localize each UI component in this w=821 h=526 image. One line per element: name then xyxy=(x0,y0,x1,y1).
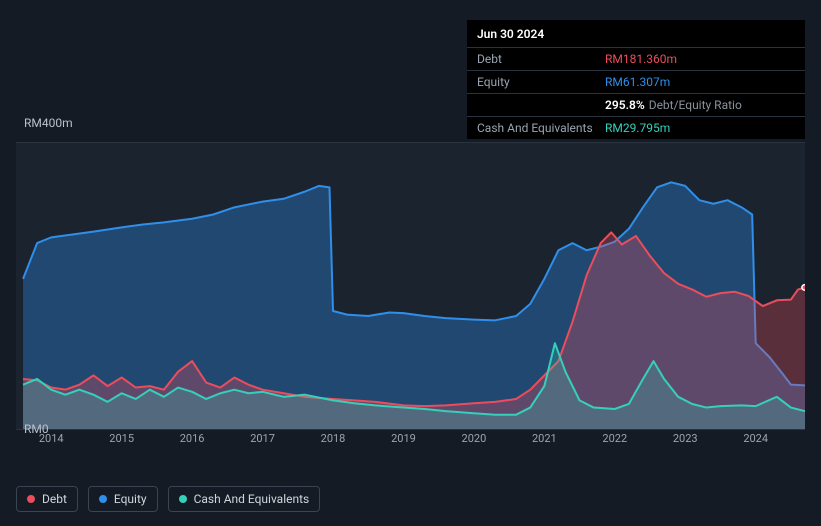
x-axis-tick: 2016 xyxy=(180,432,205,445)
legend-label: Debt xyxy=(42,492,67,506)
chart-container: RM400m RM0 20142015201620172018201920202… xyxy=(16,120,805,470)
legend-dot-icon xyxy=(27,495,35,503)
plot-area[interactable] xyxy=(16,142,805,430)
chart-svg xyxy=(16,143,805,429)
legend-dot-icon xyxy=(179,495,187,503)
chart-tooltip: Jun 30 2024 Debt RM181.360m Equity RM61.… xyxy=(467,20,805,139)
tooltip-value-debt: RM181.360m xyxy=(605,52,795,66)
x-axis-tick: 2019 xyxy=(391,432,416,445)
tooltip-label: Cash And Equivalents xyxy=(477,121,605,135)
x-axis-tick: 2022 xyxy=(602,432,627,445)
y-axis-max-label: RM400m xyxy=(24,116,73,130)
ratio-percent: 295.8% xyxy=(605,98,645,112)
legend-label: Cash And Equivalents xyxy=(194,492,310,506)
tooltip-label: Equity xyxy=(477,75,605,89)
legend-label: Equity xyxy=(114,492,147,506)
x-axis-tick: 2014 xyxy=(39,432,64,445)
x-axis-tick: 2024 xyxy=(743,432,768,445)
tooltip-date: Jun 30 2024 xyxy=(467,20,805,48)
x-axis-tick: 2015 xyxy=(109,432,134,445)
tooltip-row-ratio: 295.8% Debt/Equity Ratio xyxy=(467,94,805,117)
legend-item-cash[interactable]: Cash And Equivalents xyxy=(168,486,321,512)
tooltip-label xyxy=(477,98,605,112)
x-axis-tick: 2021 xyxy=(532,432,557,445)
x-axis-tick: 2018 xyxy=(321,432,346,445)
chart-legend: Debt Equity Cash And Equivalents xyxy=(16,486,320,512)
legend-item-equity[interactable]: Equity xyxy=(88,486,158,512)
tooltip-value-ratio: 295.8% Debt/Equity Ratio xyxy=(605,98,795,112)
tooltip-value-cash: RM29.795m xyxy=(605,121,795,135)
tooltip-label: Debt xyxy=(477,52,605,66)
x-axis: 2014 2015 2016 2017 2018 2019 2020 2021 2022 2023… xyxy=(16,432,805,452)
tooltip-value-equity: RM61.307m xyxy=(605,75,795,89)
x-axis-tick: 2017 xyxy=(250,432,275,445)
ratio-text: Debt/Equity Ratio xyxy=(649,98,742,112)
tooltip-row-cash: Cash And Equivalents RM29.795m xyxy=(467,117,805,139)
x-axis-tick: 2020 xyxy=(462,432,487,445)
tooltip-row-equity: Equity RM61.307m xyxy=(467,71,805,94)
x-axis-tick: 2023 xyxy=(673,432,698,445)
legend-item-debt[interactable]: Debt xyxy=(16,486,78,512)
tooltip-row-debt: Debt RM181.360m xyxy=(467,48,805,71)
legend-dot-icon xyxy=(99,495,107,503)
